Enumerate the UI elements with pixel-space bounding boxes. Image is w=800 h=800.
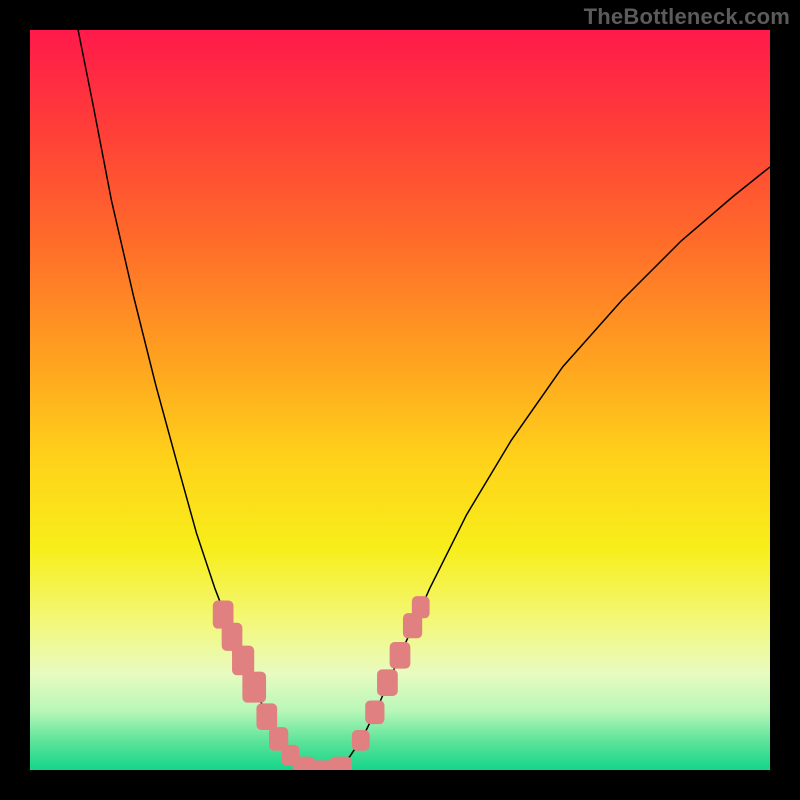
curve-marker [352, 730, 370, 751]
curve-marker [330, 757, 352, 770]
plot-svg [30, 30, 770, 770]
watermark-text: TheBottleneck.com [584, 4, 790, 30]
curve-marker [365, 700, 384, 724]
curve-marker [256, 703, 277, 730]
curve-marker [242, 672, 266, 703]
curve-marker [377, 669, 398, 696]
curve-marker [390, 642, 411, 669]
plot-area [30, 30, 770, 770]
curve-marker [412, 596, 430, 618]
chart-frame: TheBottleneck.com [0, 0, 800, 800]
curve-marker [232, 646, 254, 676]
